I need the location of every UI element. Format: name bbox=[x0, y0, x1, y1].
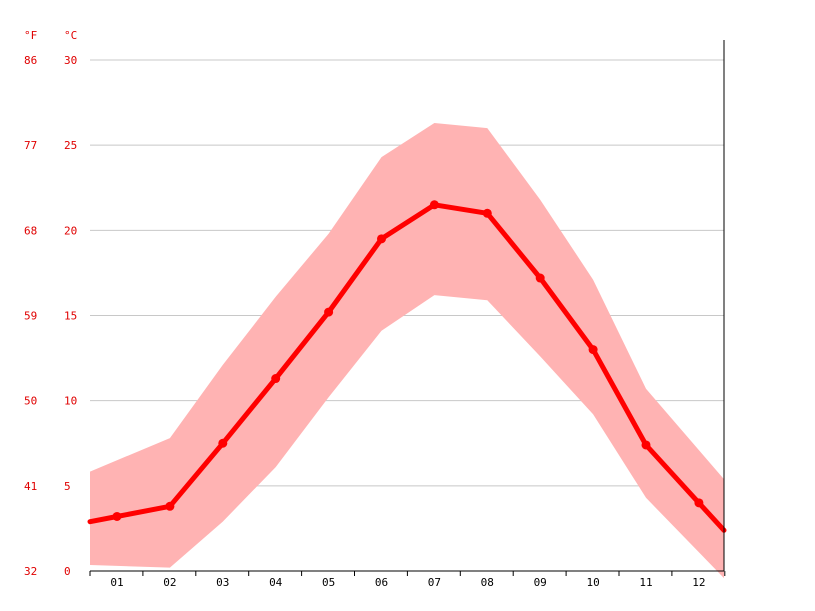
x-tick-label-12: 12 bbox=[692, 576, 705, 589]
x-tick-label-05: 05 bbox=[322, 576, 335, 589]
data-point-02 bbox=[165, 501, 175, 511]
celsius-tick-label: 20 bbox=[64, 224, 77, 237]
range-band-area bbox=[90, 123, 724, 579]
x-tick-label-01: 01 bbox=[110, 576, 123, 589]
celsius-tick-label: 30 bbox=[64, 54, 77, 67]
celsius-tick-label: 10 bbox=[64, 395, 77, 408]
data-point-04 bbox=[271, 374, 281, 384]
fahrenheit-tick-label: 77 bbox=[24, 139, 37, 152]
data-point-12 bbox=[694, 498, 704, 508]
data-point-03 bbox=[218, 438, 228, 448]
data-point-05 bbox=[324, 307, 334, 317]
fahrenheit-unit-label: °F bbox=[24, 29, 37, 42]
fahrenheit-tick-label: 68 bbox=[24, 224, 37, 237]
x-tick-label-08: 08 bbox=[481, 576, 494, 589]
data-point-08 bbox=[482, 208, 492, 218]
data-point-01 bbox=[112, 511, 122, 521]
fahrenheit-tick-label: 59 bbox=[24, 310, 37, 323]
x-tick-label-10: 10 bbox=[586, 576, 599, 589]
average-temperature-series bbox=[87, 200, 727, 533]
x-tick-label-06: 06 bbox=[375, 576, 388, 589]
data-point-10 bbox=[588, 345, 598, 355]
x-tick-label-03: 03 bbox=[216, 576, 229, 589]
x-tick-label-09: 09 bbox=[534, 576, 547, 589]
fahrenheit-tick-label: 41 bbox=[24, 480, 37, 493]
celsius-tick-label: 0 bbox=[64, 565, 71, 578]
x-tick-label-02: 02 bbox=[163, 576, 176, 589]
fahrenheit-tick-label: 50 bbox=[24, 395, 37, 408]
data-point-06 bbox=[377, 234, 386, 244]
celsius-tick-label: 25 bbox=[64, 139, 77, 152]
axis-labels: °F °C 0 32 5 41 10 50 15 59 20 68 25 77 30 86 01 02 03 04… bbox=[24, 29, 706, 589]
celsius-tick-label: 15 bbox=[64, 310, 77, 323]
fahrenheit-tick-label: 86 bbox=[24, 54, 37, 67]
fahrenheit-tick-label: 32 bbox=[24, 565, 37, 578]
x-tick-label-11: 11 bbox=[639, 576, 652, 589]
average-line bbox=[87, 202, 727, 533]
x-tick-label-04: 04 bbox=[269, 576, 283, 589]
celsius-unit-label: °C bbox=[64, 29, 77, 42]
data-point-11 bbox=[641, 440, 651, 450]
x-tick-label-07: 07 bbox=[428, 576, 441, 589]
data-point-09 bbox=[535, 273, 545, 283]
data-point-07 bbox=[429, 200, 439, 210]
axes bbox=[89, 40, 726, 576]
temperature-range-band bbox=[90, 123, 724, 579]
celsius-tick-label: 5 bbox=[64, 480, 71, 493]
